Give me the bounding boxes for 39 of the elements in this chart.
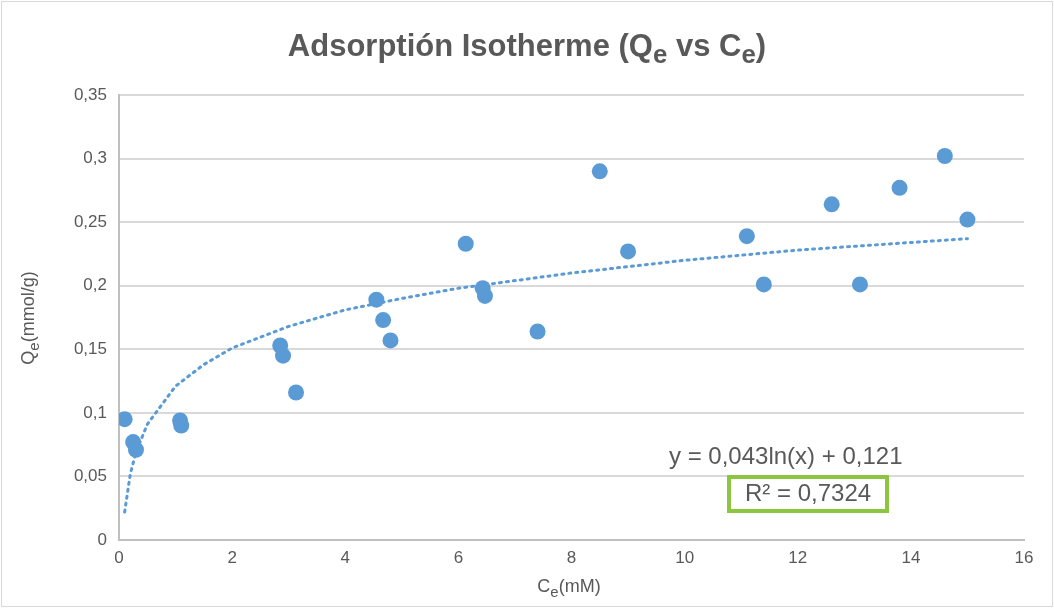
annotation: y = 0,043ln(x) + 0,121 [669, 442, 903, 470]
y-tick-label: 0,3 [83, 148, 107, 168]
annotation: R² = 0,7324 [727, 475, 890, 513]
x-axis-title: C$_{e}$(mM) [536, 576, 602, 600]
y-tick-label: 0,35 [73, 84, 107, 104]
point [457, 235, 474, 252]
x-tick-label: 0 [114, 547, 124, 567]
point [738, 228, 755, 245]
x-tick-label: 10 [675, 547, 695, 567]
y-tick-label: 0,2 [83, 275, 107, 295]
point [127, 441, 144, 458]
y-tick-label: 0,25 [73, 211, 107, 231]
y-tick-label: 0,15 [73, 338, 107, 358]
chart-title: Adsorptión Isotherme (Q$_{e}$ vs C$_{e}$) [286, 28, 768, 70]
point [368, 291, 385, 308]
point [591, 163, 608, 180]
point [620, 243, 637, 260]
x-tick-label: 2 [227, 547, 237, 567]
x-tick-label: 4 [340, 547, 350, 567]
point [375, 312, 392, 329]
point [851, 276, 868, 293]
point [891, 179, 908, 196]
line-series [123, 237, 969, 514]
y-tick-label: 0 [97, 529, 107, 549]
x-tick-label: 16 [1014, 547, 1034, 567]
x-tick-label: 8 [566, 547, 577, 567]
x-tick-label: 6 [453, 547, 464, 567]
x-tick-label: 12 [788, 547, 808, 567]
point [755, 276, 772, 293]
y-tick-label: 0,1 [83, 402, 107, 422]
point [936, 148, 953, 165]
point [959, 211, 976, 228]
point [382, 332, 399, 349]
x-tick-label: 14 [901, 547, 921, 567]
point [823, 196, 840, 213]
point [275, 347, 292, 364]
y-tick-label: 0,05 [73, 466, 107, 486]
point [288, 384, 305, 401]
point [529, 323, 546, 340]
